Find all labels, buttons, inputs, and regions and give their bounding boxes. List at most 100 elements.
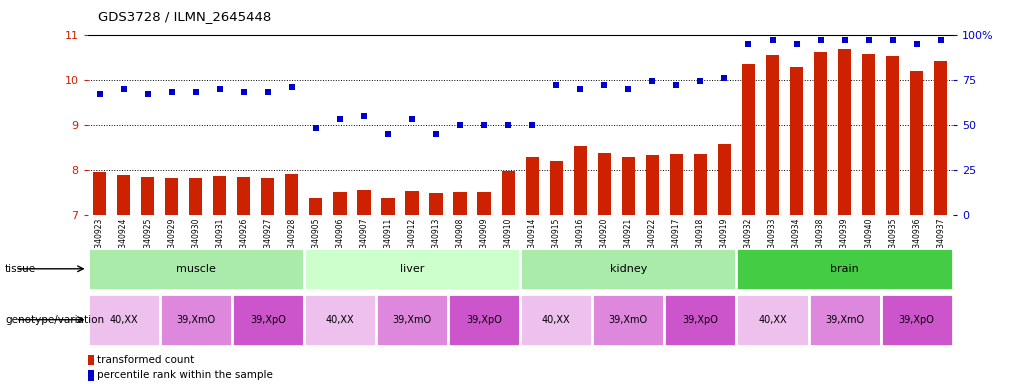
Text: GDS3728 / ILMN_2645448: GDS3728 / ILMN_2645448 <box>98 10 271 23</box>
Bar <box>430 194 443 215</box>
Point <box>741 40 757 46</box>
Bar <box>622 157 634 215</box>
Bar <box>88 294 160 346</box>
Text: 39,XmO: 39,XmO <box>609 314 648 325</box>
Text: muscle: muscle <box>176 264 215 274</box>
Text: 40,XX: 40,XX <box>758 314 787 325</box>
Bar <box>862 53 876 215</box>
Point <box>764 37 781 43</box>
Bar <box>237 177 250 215</box>
Point <box>620 86 637 92</box>
Point <box>500 122 516 128</box>
Point <box>932 37 949 43</box>
Point <box>308 125 324 131</box>
Bar <box>88 370 94 381</box>
Text: 39,XmO: 39,XmO <box>825 314 864 325</box>
Point <box>260 89 276 95</box>
Point <box>692 78 709 84</box>
Bar <box>309 198 322 215</box>
Text: percentile rank within the sample: percentile rank within the sample <box>97 370 273 381</box>
Point <box>644 78 660 84</box>
Bar <box>453 192 467 215</box>
Text: 39,XpO: 39,XpO <box>899 314 934 325</box>
Bar <box>664 294 736 346</box>
Bar <box>814 52 827 215</box>
Point <box>788 40 804 46</box>
Bar <box>232 294 304 346</box>
Bar <box>117 175 130 215</box>
Bar <box>742 64 755 215</box>
Text: 39,XmO: 39,XmO <box>392 314 432 325</box>
Bar <box>357 190 371 215</box>
Bar <box>213 176 227 215</box>
Bar <box>334 192 346 215</box>
Point <box>836 37 853 43</box>
Text: transformed count: transformed count <box>97 355 194 365</box>
Bar <box>190 177 202 215</box>
Bar <box>93 172 106 215</box>
Bar <box>694 154 707 215</box>
Bar <box>597 153 611 215</box>
Bar <box>881 294 953 346</box>
Bar <box>304 248 520 290</box>
Point <box>164 89 180 95</box>
Point <box>716 75 732 81</box>
Bar <box>520 248 736 290</box>
Text: brain: brain <box>830 264 859 274</box>
Bar <box>165 178 178 215</box>
Bar <box>88 355 94 365</box>
Bar <box>934 61 948 215</box>
Bar <box>88 248 304 290</box>
Text: 40,XX: 40,XX <box>109 314 138 325</box>
Point <box>332 116 348 122</box>
Point <box>187 89 204 95</box>
Bar <box>262 178 274 215</box>
Bar <box>141 177 154 215</box>
Bar <box>502 171 515 215</box>
Bar <box>736 248 953 290</box>
Point <box>139 91 156 97</box>
Bar <box>406 191 418 215</box>
Bar <box>160 294 232 346</box>
Bar <box>285 174 299 215</box>
Bar <box>886 56 899 215</box>
Point <box>211 86 228 92</box>
Text: 39,XmO: 39,XmO <box>176 314 215 325</box>
Text: kidney: kidney <box>610 264 647 274</box>
Bar <box>478 192 490 215</box>
Text: tissue: tissue <box>5 264 36 274</box>
Point <box>92 91 108 97</box>
Text: 39,XpO: 39,XpO <box>250 314 285 325</box>
Bar <box>670 154 683 215</box>
Point <box>813 37 829 43</box>
Bar <box>376 294 448 346</box>
Point <box>115 86 132 92</box>
Point <box>908 40 925 46</box>
Point <box>427 131 444 137</box>
Bar <box>718 144 731 215</box>
Point <box>355 113 372 119</box>
Point <box>572 86 588 92</box>
Text: 39,XpO: 39,XpO <box>683 314 718 325</box>
Point <box>668 82 685 88</box>
Point <box>283 84 300 90</box>
Bar <box>911 71 923 215</box>
Text: liver: liver <box>400 264 424 274</box>
Bar <box>381 199 394 215</box>
Point <box>380 131 397 137</box>
Bar <box>736 294 809 346</box>
Text: 40,XX: 40,XX <box>542 314 571 325</box>
Text: genotype/variation: genotype/variation <box>5 314 104 325</box>
Point <box>452 122 469 128</box>
Bar <box>838 49 851 215</box>
Bar <box>592 294 664 346</box>
Bar <box>520 294 592 346</box>
Point <box>236 89 252 95</box>
Point <box>476 122 492 128</box>
Bar <box>448 294 520 346</box>
Point <box>548 82 564 88</box>
Text: 40,XX: 40,XX <box>325 314 354 325</box>
Bar <box>525 157 539 215</box>
Point <box>596 82 613 88</box>
Point <box>404 116 420 122</box>
